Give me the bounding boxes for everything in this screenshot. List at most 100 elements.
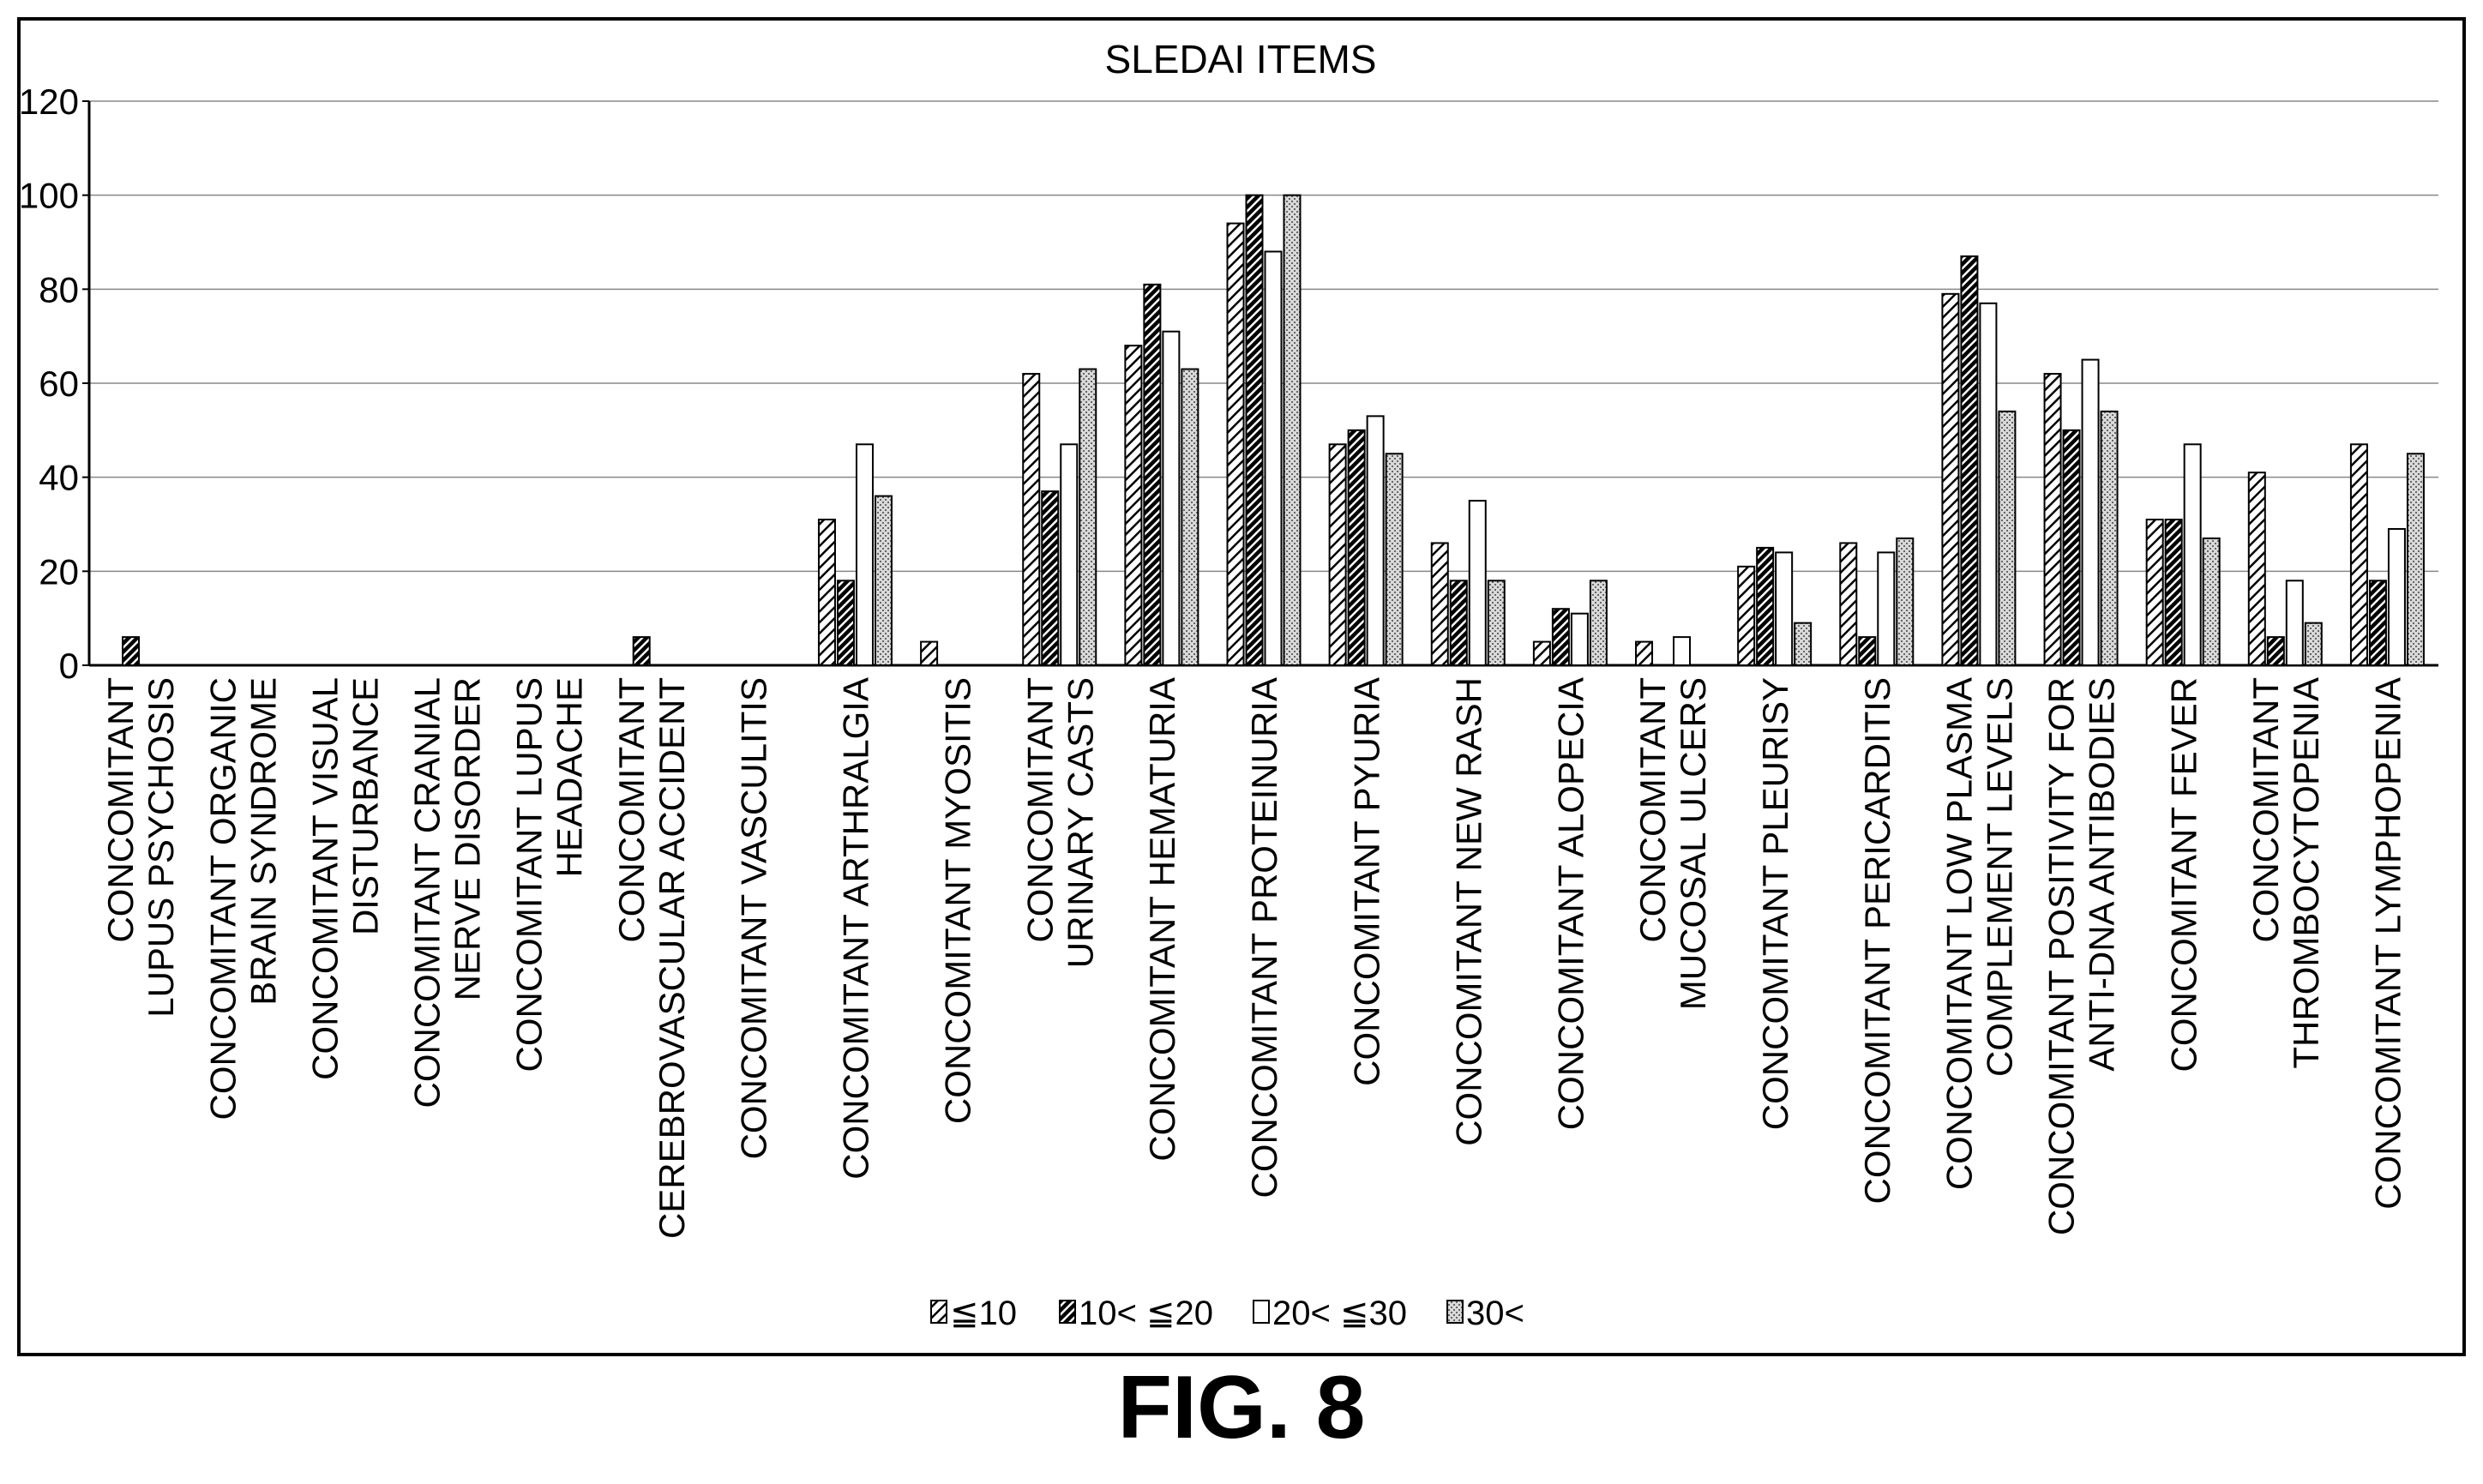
- x-category-label: CONCOMITANT: [100, 677, 141, 943]
- x-category-label: URINARY CASTS: [1060, 677, 1100, 968]
- bar: [1245, 194, 1264, 666]
- bar: [2406, 453, 2425, 666]
- y-tick-label: 80: [39, 269, 79, 309]
- bar: [2081, 358, 2100, 666]
- bar: [1060, 443, 1079, 666]
- bar: [1896, 537, 1915, 667]
- bar: [1468, 500, 1487, 666]
- x-category-label: LUPUS PSYCHOSIS: [141, 677, 181, 1018]
- bar: [1673, 636, 1692, 666]
- x-axis-category-labels: CONCOMITANT LUPUS PSYCHOSIS CONCOMITANT OR…: [100, 677, 2408, 1239]
- bar: [1385, 453, 1404, 666]
- bar: [1794, 622, 1813, 667]
- x-category-label: CONCOMITANT PERICARDITIS: [1857, 677, 1897, 1204]
- bars: [122, 194, 2425, 667]
- figure-label: FIG. 8: [1117, 1358, 1366, 1457]
- bar: [1143, 283, 1162, 666]
- bar: [1737, 565, 1756, 666]
- bar: [1366, 415, 1385, 666]
- bar: [2368, 580, 2387, 666]
- bar: [1979, 302, 1998, 666]
- x-category-label: CONCOMITANT ALOPECIA: [1551, 677, 1591, 1130]
- bar: [1960, 255, 1979, 666]
- x-category-label: CONCOMITANT NEW RASH: [1448, 677, 1488, 1146]
- bar: [1570, 612, 1589, 667]
- x-category-label: COMPLEMENT LEVELS: [1980, 677, 2020, 1077]
- legend-swatch: [1446, 1300, 1464, 1324]
- bar: [632, 636, 651, 666]
- bar: [874, 495, 893, 666]
- bar: [1998, 410, 2017, 666]
- x-category-label: THROMBOCYTOPENIA: [2286, 677, 2326, 1069]
- bar: [1226, 222, 1245, 667]
- x-category-label: MUCOSAL ULCERS: [1673, 677, 1713, 1010]
- x-category-label: CONCOMITANT PLEURISY: [1755, 677, 1795, 1130]
- bar: [2062, 429, 2081, 666]
- x-category-label: CONCOMITANT VASCULITIS: [733, 677, 773, 1159]
- bar: [1124, 345, 1143, 666]
- x-category-label: NERVE DISORDER: [448, 677, 488, 1000]
- y-tick-label: 0: [59, 646, 79, 686]
- x-category-label: CONCOMITANT VISUAL: [304, 677, 345, 1080]
- bar: [1347, 429, 1366, 666]
- x-category-label: CONCOMITANT ARTHRALGIA: [836, 677, 876, 1180]
- y-tick-label: 40: [39, 458, 79, 498]
- bar: [1589, 580, 1608, 666]
- bar: [2387, 527, 2406, 666]
- bar: [1551, 608, 1570, 667]
- bar: [2247, 472, 2266, 667]
- bar: [1941, 292, 1960, 666]
- x-category-label: CONCOMITANT PYURIA: [1346, 677, 1386, 1086]
- legend-label: ≦10: [950, 1295, 1017, 1332]
- y-tick-label: 120: [19, 81, 79, 122]
- x-category-label: CEREBROVASCULAR ACCIDENT: [652, 677, 692, 1239]
- bar: [855, 443, 874, 666]
- bar: [1635, 640, 1654, 666]
- bar: [817, 519, 836, 666]
- bar: [2285, 580, 2304, 666]
- y-tick-label: 100: [19, 176, 79, 216]
- bar: [920, 640, 939, 666]
- x-category-label: CONCOMITANT ORGANIC: [202, 677, 243, 1120]
- y-axis-tick-labels: 0 20 40 60 80 100 120: [19, 81, 89, 686]
- x-category-label: CONCOMITANT MYOSITIS: [938, 677, 978, 1124]
- bar: [2145, 519, 2164, 666]
- x-category-label: CONCOMITANT PROTEINURIA: [1244, 677, 1284, 1198]
- legend-label: 10< ≦20: [1079, 1295, 1213, 1332]
- x-category-label: ANTI-DNA ANTIBODIES: [2082, 677, 2122, 1072]
- bar: [2266, 636, 2285, 666]
- legend-label: 30<: [1466, 1295, 1524, 1332]
- bar: [1041, 490, 1060, 666]
- legend-label: 20< ≦30: [1272, 1295, 1407, 1332]
- x-category-label: CONCOMITANT LYMPHOPENIA: [2368, 677, 2408, 1210]
- bar: [2100, 410, 2119, 666]
- bar: [1162, 330, 1181, 666]
- x-category-label: CONCOMITANT POSITIVITY FOR: [2041, 677, 2082, 1235]
- bar: [1181, 368, 1199, 666]
- legend-swatch: [930, 1300, 947, 1324]
- bar: [1839, 542, 1858, 667]
- bar: [2202, 537, 2221, 667]
- bar: [2304, 622, 2323, 667]
- bar: [2164, 519, 2183, 666]
- bar: [1858, 636, 1877, 666]
- bar: [1756, 546, 1775, 667]
- y-tick-label: 60: [39, 363, 79, 404]
- bar: [1079, 368, 1097, 666]
- bar: [1877, 551, 1896, 667]
- bar: [1775, 551, 1794, 667]
- chart-title: SLEDAI ITEMS: [1105, 37, 1377, 81]
- legend-swatch: [1059, 1300, 1076, 1324]
- x-category-label: BRAIN SYNDROME: [243, 677, 283, 1006]
- bar: [1487, 580, 1506, 666]
- legend: ≦10 10< ≦20 20< ≦30 30<: [930, 1295, 1524, 1332]
- x-category-label: CONCOMITANT HEMATURIA: [1142, 677, 1182, 1162]
- x-category-label: CONCOMITANT LOW PLASMA: [1939, 677, 1980, 1190]
- bar: [2349, 443, 2368, 666]
- bar: [1532, 640, 1551, 666]
- x-category-label: CONCOMITANT: [1632, 677, 1673, 943]
- x-category-label: HEADACHE: [550, 677, 590, 877]
- y-tick-label: 20: [39, 551, 79, 592]
- bar: [1264, 250, 1283, 666]
